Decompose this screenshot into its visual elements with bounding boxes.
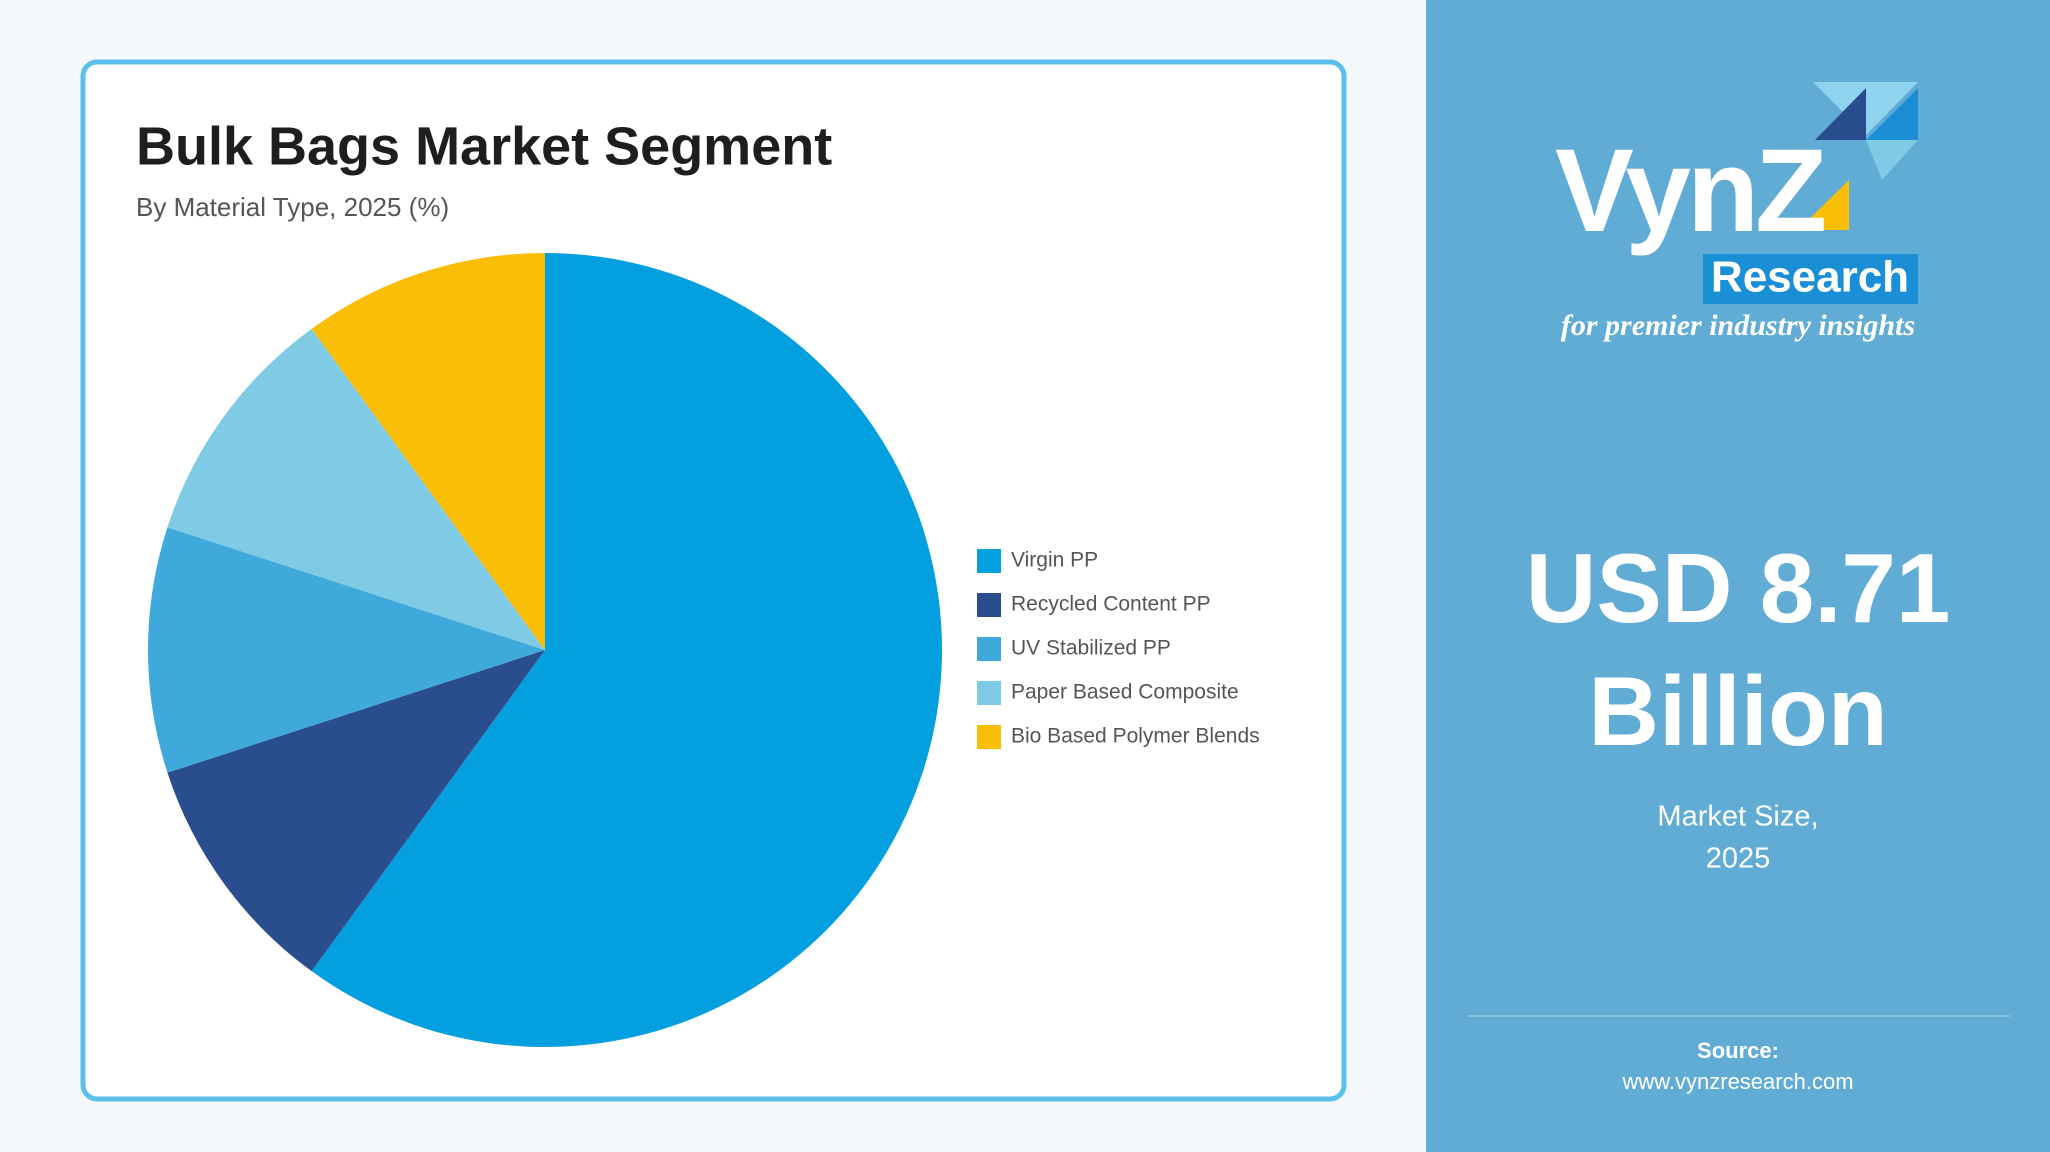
market-unit: Billion	[1588, 656, 1887, 766]
pie-slice	[311, 253, 545, 650]
market-year: 2025	[1706, 843, 1771, 875]
source-url: www.vynzresearch.com	[1621, 1069, 1853, 1094]
logo-mark	[1798, 82, 1918, 230]
chart-title: Bulk Bags Market Segment	[136, 116, 832, 176]
pie-slice	[148, 527, 545, 773]
legend-swatch	[977, 549, 1001, 573]
legend-label: UV Stabilized PP	[1011, 637, 1171, 660]
logo-sub: Research	[1711, 253, 1909, 302]
logo-sub-bg	[1703, 254, 1918, 304]
pie-slice	[311, 253, 943, 1047]
legend-label: Bio Based Polymer Blends	[1011, 725, 1260, 748]
chart-subtitle: By Material Type, 2025 (%)	[136, 192, 449, 222]
legend-label: Paper Based Composite	[1011, 681, 1239, 704]
pie-slice	[167, 328, 546, 650]
source-label: Source:	[1697, 1038, 1779, 1063]
legend-swatch	[977, 725, 1001, 749]
pie-slice	[167, 650, 546, 972]
market-label: Market Size,	[1657, 801, 1818, 833]
market-value: USD 8.71	[1526, 533, 1951, 643]
logo-tagline: for premier industry insights	[1561, 309, 1915, 342]
legend-swatch	[977, 593, 1001, 617]
legend: Virgin PP Recycled Content PP UV Stabilize…	[977, 549, 1260, 749]
legend-label: Virgin PP	[1011, 549, 1098, 572]
legend-swatch	[977, 681, 1001, 705]
sidebar	[1426, 0, 2050, 1152]
legend-swatch	[977, 637, 1001, 661]
legend-label: Recycled Content PP	[1011, 593, 1211, 616]
logo-name: VynZ	[1555, 125, 1824, 257]
pie	[148, 253, 943, 1047]
